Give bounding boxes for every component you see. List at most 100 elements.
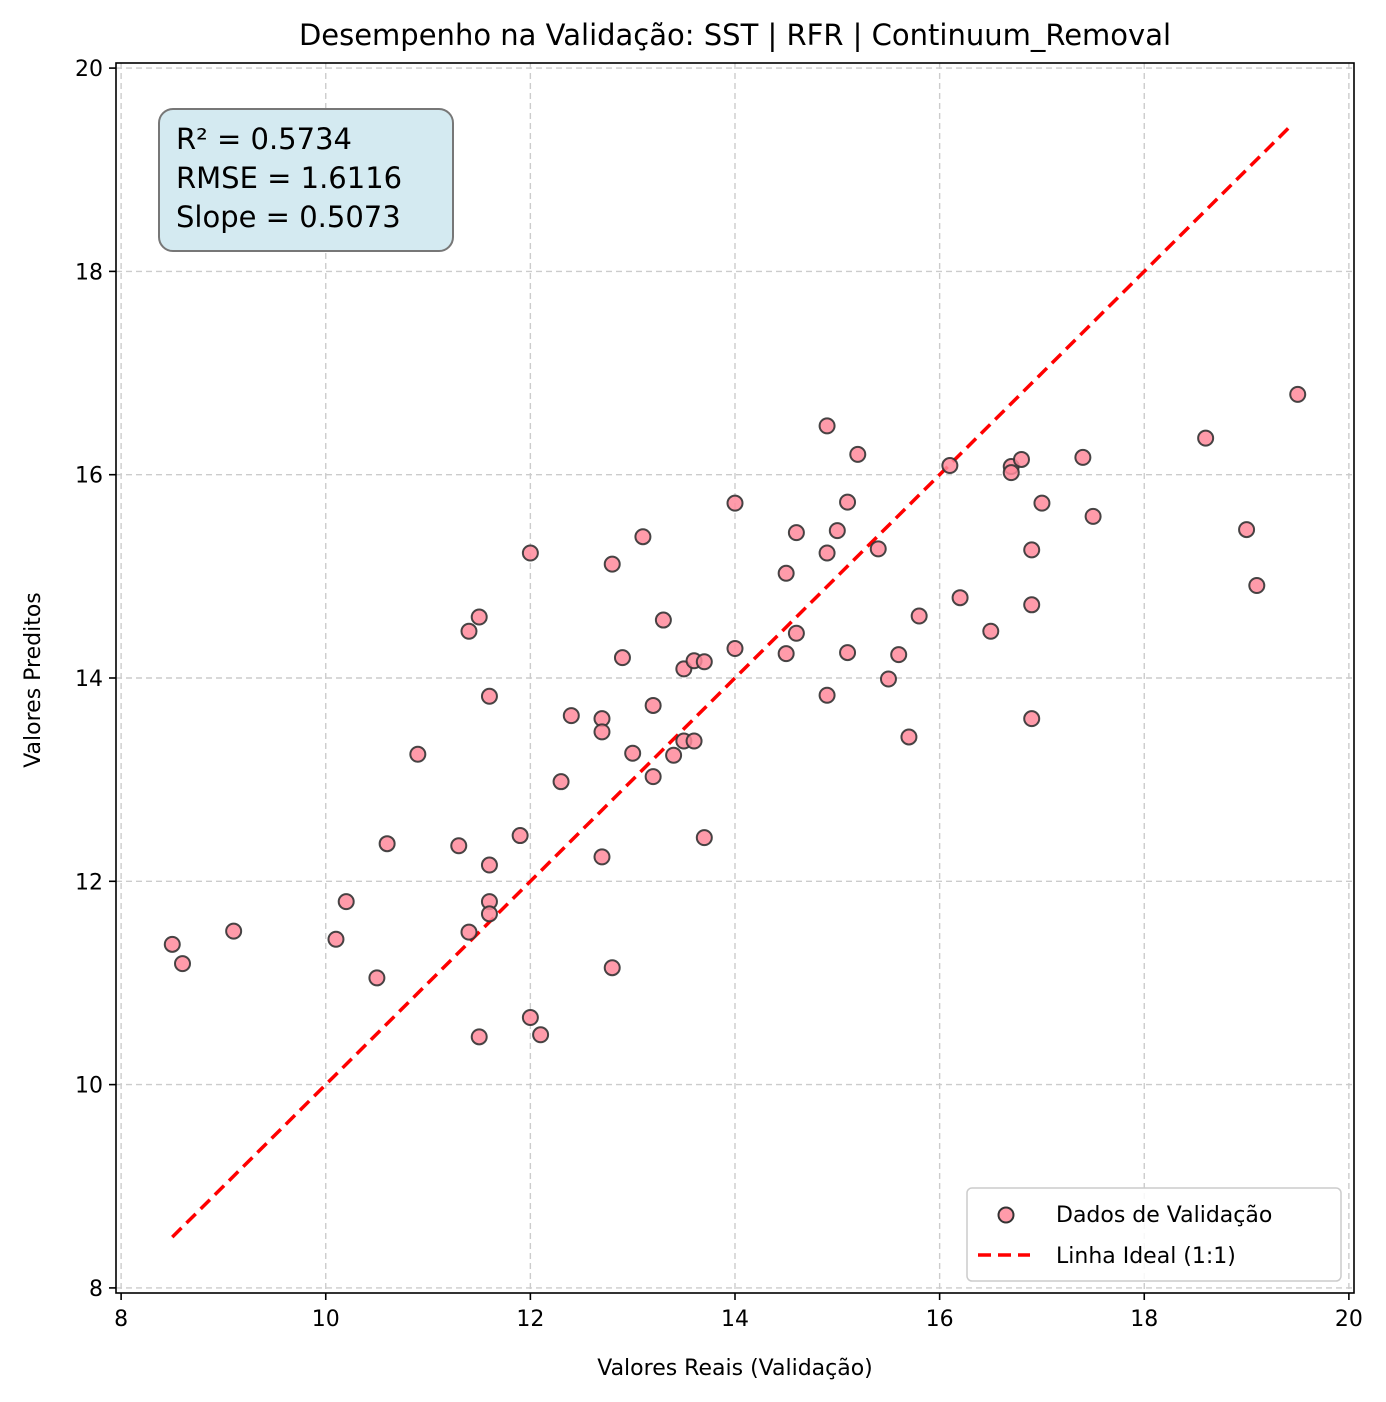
y-tick-label: 12: [75, 870, 103, 895]
data-point: [603, 959, 621, 977]
ideal-line: [171, 122, 1294, 1239]
data-point: [726, 640, 744, 658]
data-point: [593, 848, 611, 866]
data-point: [982, 622, 1000, 640]
data-point: [1197, 429, 1215, 447]
x-tick-label: 20: [1335, 1307, 1363, 1332]
y-tick-label: 8: [89, 1277, 103, 1302]
data-point: [1023, 541, 1041, 559]
data-point: [480, 856, 498, 874]
data-point: [900, 728, 918, 746]
data-point: [521, 544, 539, 562]
y-tick-label: 18: [75, 260, 103, 285]
data-point: [450, 837, 468, 855]
data-point: [624, 744, 642, 762]
data-point: [941, 457, 959, 475]
data-point: [511, 827, 529, 845]
data-point: [1084, 507, 1102, 525]
data-point: [480, 905, 498, 923]
y-tick-label: 10: [75, 1074, 103, 1099]
data-point: [603, 555, 621, 573]
data-point: [460, 923, 478, 941]
data-point: [1002, 464, 1020, 482]
axis-ticks: 8 10 12 14 16 18 20 8 10 12 14 16 18 20: [75, 57, 1363, 1332]
data-point: [470, 608, 488, 626]
x-tick-label: 10: [312, 1307, 340, 1332]
stat-r2: R² = 0.5734: [176, 122, 352, 156]
x-tick-label: 14: [721, 1307, 749, 1332]
data-point: [828, 522, 846, 540]
data-point: [644, 696, 662, 714]
data-point: [839, 493, 857, 511]
data-point: [480, 687, 498, 705]
data-point: [593, 723, 611, 741]
data-point: [818, 686, 836, 704]
data-point: [1023, 596, 1041, 614]
x-tick-label: 8: [114, 1307, 128, 1332]
x-tick-label: 12: [516, 1307, 544, 1332]
data-point: [879, 670, 897, 688]
data-point: [849, 445, 867, 463]
data-point: [726, 494, 744, 512]
data-point: [1033, 494, 1051, 512]
y-axis-label: Valores Preditos: [21, 592, 46, 768]
chart-title: Desempenho na Validação: SST | RFR | Con…: [299, 18, 1171, 52]
data-point: [613, 649, 631, 667]
data-point: [910, 607, 928, 625]
data-point: [777, 564, 795, 582]
data-point: [562, 707, 580, 725]
ideal-line-layer: [171, 122, 1294, 1239]
x-axis-label: Valores Reais (Validação): [597, 1356, 873, 1381]
data-point: [327, 930, 345, 948]
data-point: [409, 745, 427, 763]
data-point: [685, 732, 703, 750]
legend: Dados de Validação Linha Ideal (1:1): [966, 1187, 1342, 1282]
data-point: [174, 955, 192, 973]
data-point: [818, 417, 836, 435]
legend-marker-scatter: [997, 1206, 1015, 1224]
data-point: [695, 829, 713, 847]
legend-label-line: Linha Ideal (1:1): [1056, 1244, 1236, 1269]
data-point: [163, 935, 181, 953]
data-point: [225, 922, 243, 940]
stats-box-background: [158, 108, 454, 252]
x-tick-label: 16: [926, 1307, 954, 1332]
data-point: [1012, 450, 1030, 468]
data-point: [951, 589, 969, 607]
data-point: [470, 1028, 488, 1046]
data-point: [552, 773, 570, 791]
legend-label-scatter: Dados de Validação: [1056, 1203, 1272, 1228]
data-point: [695, 653, 713, 671]
data-point: [532, 1026, 550, 1044]
data-point: [521, 1009, 539, 1027]
data-points: [163, 385, 1307, 1046]
grid-lines: [116, 63, 1354, 1293]
y-tick-label: 20: [75, 57, 103, 82]
data-point: [654, 611, 672, 629]
data-point: [1248, 576, 1266, 594]
data-point: [378, 835, 396, 853]
data-point: [818, 544, 836, 562]
stats-box: R² = 0.5734 RMSE = 1.6116 Slope = 0.5073: [158, 108, 454, 252]
data-point: [787, 624, 805, 642]
legend-box: [966, 1187, 1342, 1282]
x-tick-label: 18: [1130, 1307, 1158, 1332]
stat-rmse: RMSE = 1.6116: [176, 161, 402, 195]
data-point: [644, 768, 662, 786]
data-point: [368, 969, 386, 987]
data-point: [634, 528, 652, 546]
data-point: [890, 646, 908, 664]
data-point: [460, 622, 478, 640]
data-point: [1238, 521, 1256, 539]
data-point: [1023, 710, 1041, 728]
y-tick-label: 16: [75, 464, 103, 489]
data-point: [787, 524, 805, 542]
data-point: [665, 746, 683, 764]
data-point: [777, 645, 795, 663]
stat-slope: Slope = 0.5073: [176, 200, 401, 234]
data-point: [1289, 385, 1307, 403]
data-point: [337, 893, 355, 911]
data-point: [839, 644, 857, 662]
data-point: [869, 540, 887, 558]
